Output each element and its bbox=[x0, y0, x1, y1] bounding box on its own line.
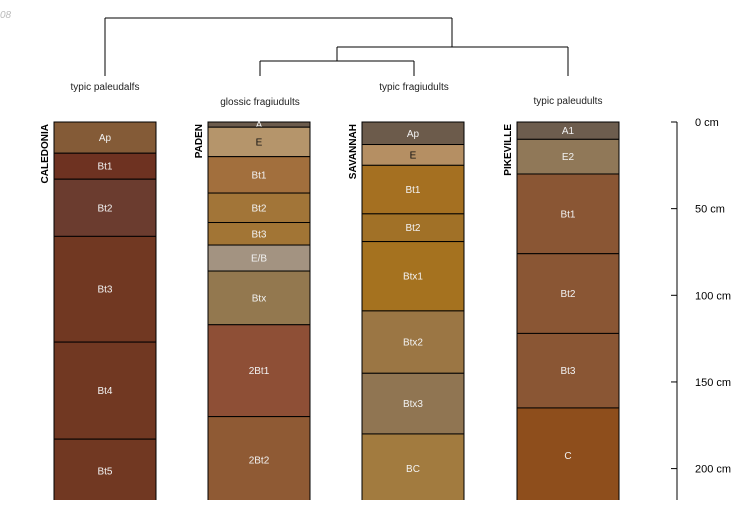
horizon-band bbox=[516, 407, 620, 504]
horizon-label: E bbox=[410, 150, 417, 161]
horizon-band bbox=[207, 126, 311, 158]
horizon-label: Ap bbox=[99, 133, 112, 144]
taxon-label: typic fragiudults bbox=[379, 82, 448, 93]
horizon-band bbox=[53, 121, 157, 154]
profile-name: PIKEVILLE bbox=[503, 124, 514, 176]
horizon-band bbox=[361, 433, 465, 504]
horizon-band bbox=[207, 156, 311, 194]
horizon-band bbox=[207, 270, 311, 326]
horizon-label: 2Bt2 bbox=[249, 455, 270, 466]
corner-label: 08 bbox=[0, 10, 12, 21]
horizon-label: Bt1 bbox=[251, 170, 266, 181]
taxon-label: glossic fragiudults bbox=[220, 97, 299, 108]
taxon-labels: typic paleudalfs glossic fragiudults typic… bbox=[71, 82, 603, 108]
horizon-label: E bbox=[256, 137, 263, 148]
horizon-label: Bt3 bbox=[251, 229, 266, 240]
horizon-label: Bt1 bbox=[560, 209, 575, 220]
profile-name: CALEDONIA bbox=[40, 124, 51, 183]
horizon-label: E/B bbox=[251, 254, 267, 265]
horizon-label: Bt3 bbox=[560, 366, 575, 377]
horizon-label: A1 bbox=[562, 126, 575, 137]
profile-paden: AE Bt1 Bt2 Bt3 E/B Btx 2Bt1 2Bt2 PADEN bbox=[194, 120, 311, 504]
horizon-label: Btx1 bbox=[403, 272, 423, 283]
horizon-label: Bt2 bbox=[560, 289, 575, 300]
depth-tick-label: 150 cm bbox=[695, 377, 731, 389]
horizon-label: Bt2 bbox=[251, 203, 266, 214]
horizon-label: C bbox=[564, 451, 571, 462]
horizon-label: Bt4 bbox=[97, 386, 112, 397]
horizon-label: Bt3 bbox=[97, 285, 112, 296]
taxon-label: typic paleudalfs bbox=[71, 82, 140, 93]
profile-savannah: Ap E Bt1 Bt2 Btx1 Btx2 Btx3 BC SAVANNAH bbox=[348, 121, 465, 504]
horizon-label: E2 bbox=[562, 152, 575, 163]
horizon-band bbox=[516, 173, 620, 255]
depth-tick-label: 200 cm bbox=[695, 464, 731, 476]
horizon-label: Bt2 bbox=[405, 223, 420, 234]
horizon-label: A bbox=[256, 120, 263, 131]
horizon-label: Btx2 bbox=[403, 338, 423, 349]
dendrogram bbox=[104, 17, 569, 76]
horizon-label: Ap bbox=[407, 129, 420, 140]
horizon-label: Bt1 bbox=[405, 185, 420, 196]
depth-axis: 0 cm 50 cm 100 cm 150 cm 200 cm bbox=[671, 117, 731, 500]
horizon-band bbox=[361, 213, 465, 243]
horizon-band bbox=[53, 438, 157, 504]
profile-caledonia: Ap Bt1 Bt2 Bt3 Bt4 Bt5 CALEDONIA bbox=[40, 121, 157, 504]
horizon-label: Btx3 bbox=[403, 399, 423, 410]
horizon-band bbox=[361, 241, 465, 312]
depth-tick-label: 100 cm bbox=[695, 290, 731, 302]
horizon-label: Btx bbox=[252, 293, 266, 304]
depth-tick-label: 50 cm bbox=[695, 204, 725, 216]
profile-pikeville: A1 E2 Bt1 Bt2 Bt3 C PIKEVILLE bbox=[503, 121, 620, 504]
profile-name: PADEN bbox=[194, 124, 205, 158]
horizon-label: BC bbox=[406, 464, 420, 475]
horizon-band bbox=[516, 253, 620, 334]
taxon-label: typic paleudults bbox=[534, 96, 603, 107]
depth-tick-label: 0 cm bbox=[695, 117, 719, 129]
horizon-band bbox=[207, 324, 311, 418]
profile-name: SAVANNAH bbox=[348, 124, 359, 179]
horizon-band bbox=[207, 244, 311, 272]
horizon-band bbox=[361, 372, 465, 435]
horizon-label: Bt5 bbox=[97, 467, 112, 478]
horizon-label: 2Bt1 bbox=[249, 366, 270, 377]
horizon-band bbox=[207, 192, 311, 224]
horizon-label: Bt2 bbox=[97, 203, 112, 214]
horizon-label: Bt1 bbox=[97, 162, 112, 173]
horizon-band bbox=[361, 310, 465, 374]
horizon-band bbox=[361, 164, 465, 215]
